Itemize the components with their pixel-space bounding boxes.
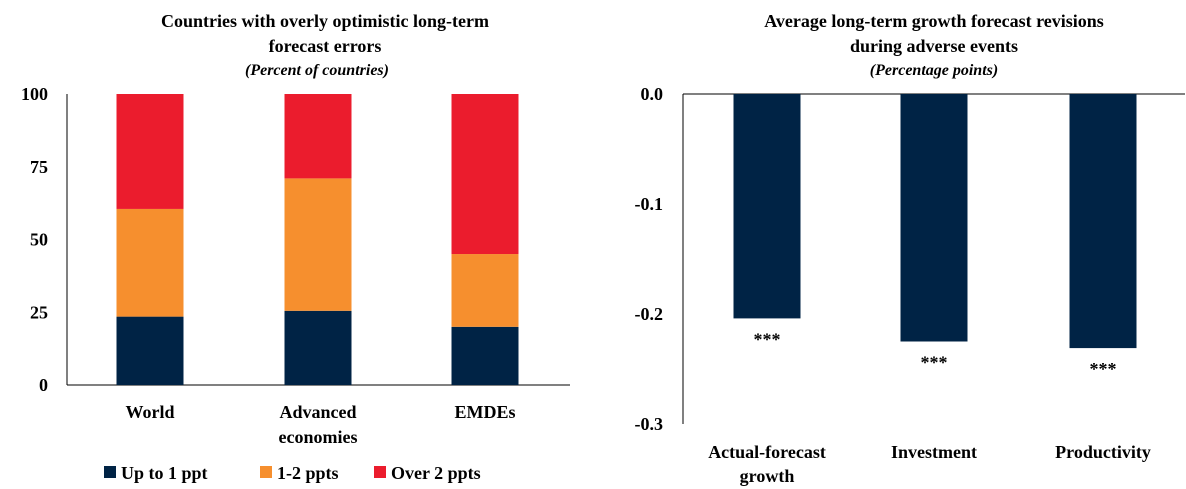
left-chart-title-line2: forecast errors bbox=[269, 36, 382, 56]
right-y-tick-label: -0.3 bbox=[635, 414, 664, 434]
left-chart-subtitle: (Percent of countries) bbox=[245, 62, 389, 79]
right-category-labels: Actual-forecast growth Investment Productiv… bbox=[708, 442, 1151, 486]
significance-label: *** bbox=[754, 329, 781, 349]
left-legend: Up to 1 ppt 1-2 ppts Over 2 ppts bbox=[104, 463, 481, 483]
left-category-label: World bbox=[125, 402, 174, 422]
significance-label: *** bbox=[921, 353, 948, 373]
left-y-tick-label: 50 bbox=[30, 230, 48, 250]
left-y-axis-ticks: 0 25 50 75 100 bbox=[21, 84, 48, 395]
right-bar bbox=[733, 94, 801, 319]
left-category-label: Advanced economies bbox=[279, 402, 358, 447]
right-y-axis-ticks: 0.0 -0.1 -0.2 -0.3 bbox=[635, 84, 664, 434]
left-bar-segment bbox=[451, 94, 519, 255]
left-bar-segment bbox=[284, 178, 352, 311]
left-bar-segment bbox=[451, 254, 519, 327]
right-chart-title-line2: during adverse events bbox=[850, 36, 1018, 56]
legend-swatch bbox=[374, 466, 386, 478]
left-category-labels: World Advanced economies EMDEs bbox=[125, 402, 515, 447]
left-chart: Countries with overly optimistic long-te… bbox=[21, 11, 570, 483]
left-bar-segment bbox=[284, 310, 352, 385]
right-y-tick-label: -0.2 bbox=[635, 304, 664, 324]
left-y-tick-label: 0 bbox=[39, 375, 48, 395]
right-chart-subtitle: (Percentage points) bbox=[870, 62, 998, 79]
left-bar-segment bbox=[116, 316, 184, 385]
right-y-tick-label: -0.1 bbox=[635, 194, 664, 214]
left-y-tick-label: 25 bbox=[30, 302, 48, 322]
right-bar bbox=[900, 94, 968, 342]
left-bar-segment bbox=[284, 94, 352, 179]
left-category-label: EMDEs bbox=[454, 402, 515, 422]
left-chart-title-line1: Countries with overly optimistic long-te… bbox=[161, 11, 489, 31]
right-chart: Average long-term growth forecast revisi… bbox=[635, 11, 1185, 486]
right-category-label: Productivity bbox=[1055, 442, 1151, 462]
right-category-label: Investment bbox=[891, 442, 977, 462]
left-y-tick-label: 100 bbox=[21, 84, 48, 104]
left-bar-segment bbox=[116, 94, 184, 209]
legend-label: Over 2 ppts bbox=[391, 463, 481, 483]
right-chart-title-line1: Average long-term growth forecast revisi… bbox=[764, 11, 1104, 31]
left-bar-segment bbox=[451, 326, 519, 385]
legend-swatch bbox=[260, 466, 272, 478]
legend-swatch bbox=[104, 466, 116, 478]
left-bars bbox=[116, 94, 519, 385]
right-bars: *** *** *** bbox=[733, 94, 1137, 379]
left-bar-segment bbox=[116, 208, 184, 317]
left-y-tick-label: 75 bbox=[30, 157, 48, 177]
significance-label: *** bbox=[1090, 359, 1117, 379]
right-y-tick-label: 0.0 bbox=[641, 84, 664, 104]
right-category-label: Actual-forecast growth bbox=[708, 442, 826, 486]
legend-label: 1-2 ppts bbox=[277, 463, 339, 483]
right-bar bbox=[1069, 94, 1137, 349]
legend-label: Up to 1 ppt bbox=[121, 463, 208, 483]
